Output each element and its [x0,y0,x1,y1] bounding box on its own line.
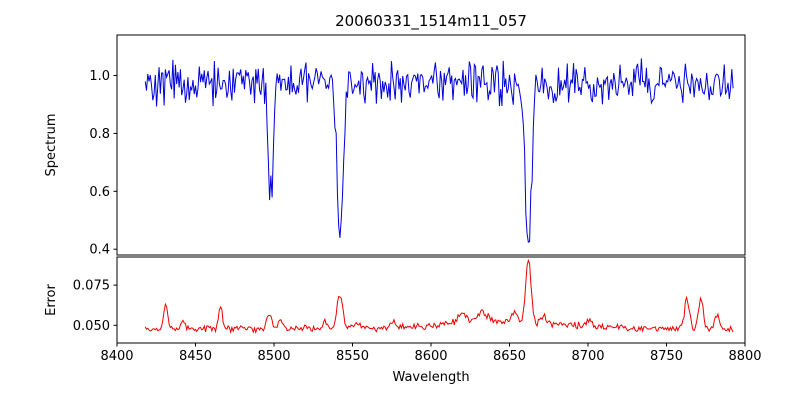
x-tick-label: 8400 [100,349,133,364]
x-tick-label: 8700 [571,349,604,364]
y-axis-label-error: Error [44,284,59,316]
y-tick-label-error: 0.075 [73,279,110,294]
x-tick-label: 8600 [414,349,447,364]
y-tick-label-error: 0.050 [73,319,110,334]
x-tick-label: 8450 [179,349,212,364]
error-axes-frame [116,256,746,344]
error-line [144,258,734,335]
x-tick-label: 8650 [493,349,526,364]
x-tick-label: 8800 [728,349,761,364]
x-tick-label: 8750 [650,349,683,364]
spectrum-axes-frame [116,34,746,256]
x-tick-label: 8500 [257,349,290,364]
plot-title: 20060331_1514m11_057 [335,12,527,31]
y-tick-label-spectrum: 0.6 [89,185,110,200]
y-tick-label-spectrum: 0.8 [89,127,110,142]
x-tick-label: 8550 [336,349,369,364]
y-tick-label-spectrum: 1.0 [89,69,110,84]
tick-marks-and-labels: 8400 8450 8500 8550 8600 8650 8700 8750 8800 0.4 0… [73,69,762,364]
spectrum-line [144,58,734,243]
y-axis-label-spectrum: Spectrum [44,114,59,177]
y-tick-label-spectrum: 0.4 [89,243,110,258]
x-axis-label: Wavelength [392,370,469,385]
